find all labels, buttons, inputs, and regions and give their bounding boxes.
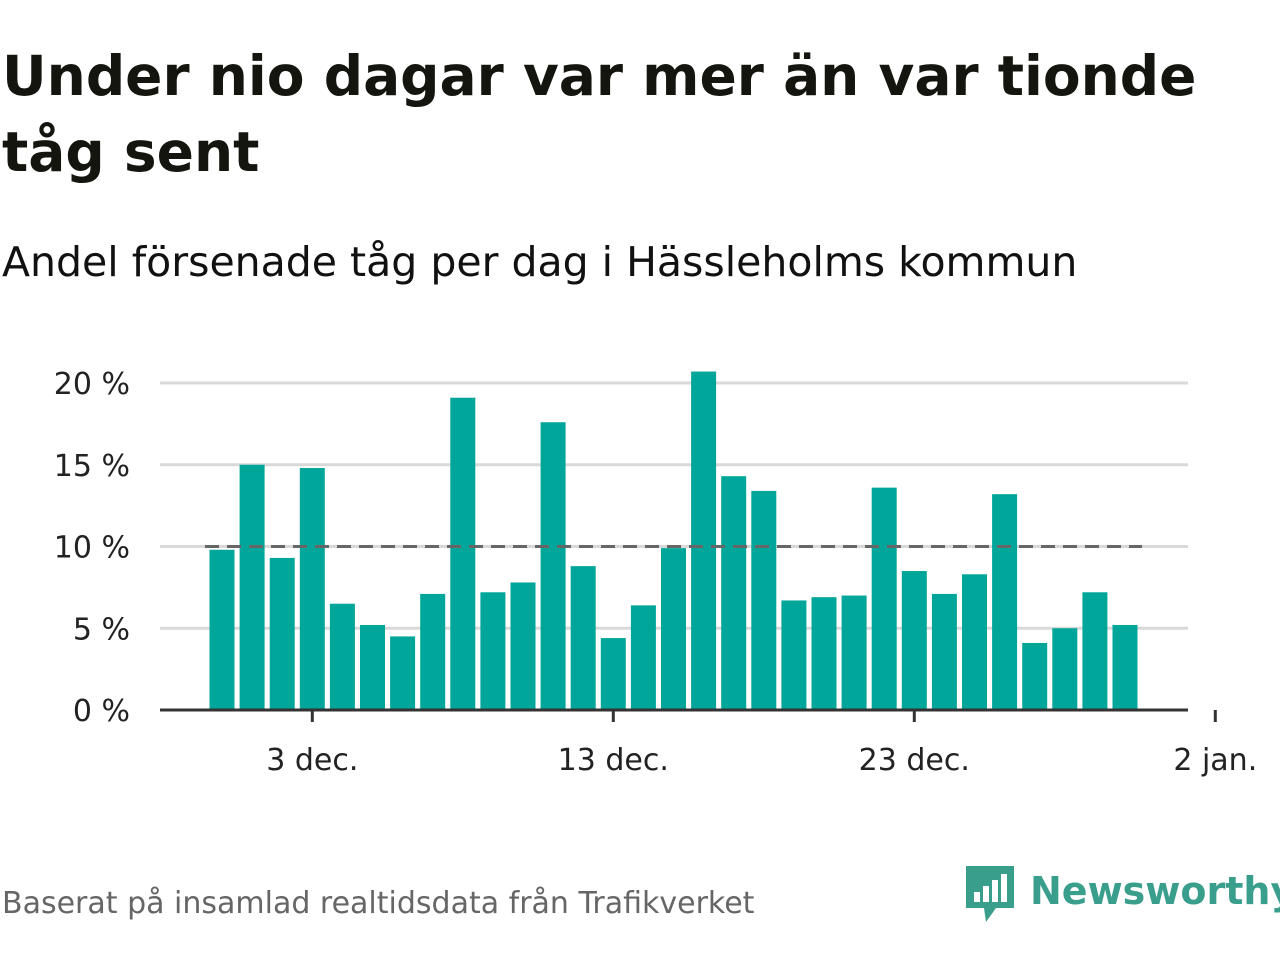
bar <box>992 494 1018 710</box>
bar <box>1082 592 1108 710</box>
bar <box>931 593 957 710</box>
bar <box>751 490 777 710</box>
y-tick-label: 15 % <box>54 449 130 484</box>
bar <box>510 582 536 710</box>
brand-name: Newsworthy <box>1030 869 1280 913</box>
source-note: Baserat på insamlad realtidsdata från Tr… <box>2 886 755 921</box>
bar <box>360 624 385 710</box>
bar <box>570 566 596 710</box>
x-tick-label: 3 dec. <box>266 743 358 778</box>
bar <box>781 600 807 710</box>
newsworthy-logo-icon <box>966 866 1014 922</box>
y-tick-label: 20 % <box>54 367 130 402</box>
brand: Newsworthy <box>964 862 1280 926</box>
bar <box>329 603 355 710</box>
bar <box>450 397 476 710</box>
chart-subtitle: Andel försenade tåg per dag i Hässleholm… <box>2 238 1078 286</box>
bar <box>661 548 686 710</box>
bar <box>811 597 837 710</box>
bar <box>1052 628 1078 710</box>
y-tick-label: 10 % <box>54 531 130 566</box>
bar <box>871 487 897 710</box>
bar <box>600 638 626 710</box>
x-tick-label: 2 jan. <box>1173 743 1257 778</box>
bar <box>209 549 235 710</box>
bar <box>721 476 747 710</box>
bar <box>540 422 566 710</box>
x-tick-label: 23 dec. <box>859 743 970 778</box>
bar <box>269 557 295 710</box>
y-axis-ticks: 0 % 5 % 10 % 15 % 20 % <box>54 367 130 729</box>
bar <box>239 464 265 710</box>
bar <box>1112 624 1138 710</box>
chart-title: Under nio dagar var mer än var tionde tå… <box>2 44 1197 184</box>
bars <box>209 371 1138 710</box>
y-tick-label: 5 % <box>73 612 130 647</box>
bar <box>420 593 446 710</box>
x-tick-label: 13 dec. <box>558 743 669 778</box>
bar <box>1022 642 1048 710</box>
bar <box>962 574 987 710</box>
bar <box>390 636 416 710</box>
bar <box>480 592 506 710</box>
bar <box>841 595 867 710</box>
bar <box>691 371 717 710</box>
bar <box>299 468 325 710</box>
bar <box>630 605 656 710</box>
y-tick-label: 0 % <box>73 694 130 729</box>
x-axis-ticks: 3 dec. 13 dec. 23 dec. 2 jan. <box>266 710 1257 778</box>
bar <box>901 571 927 710</box>
